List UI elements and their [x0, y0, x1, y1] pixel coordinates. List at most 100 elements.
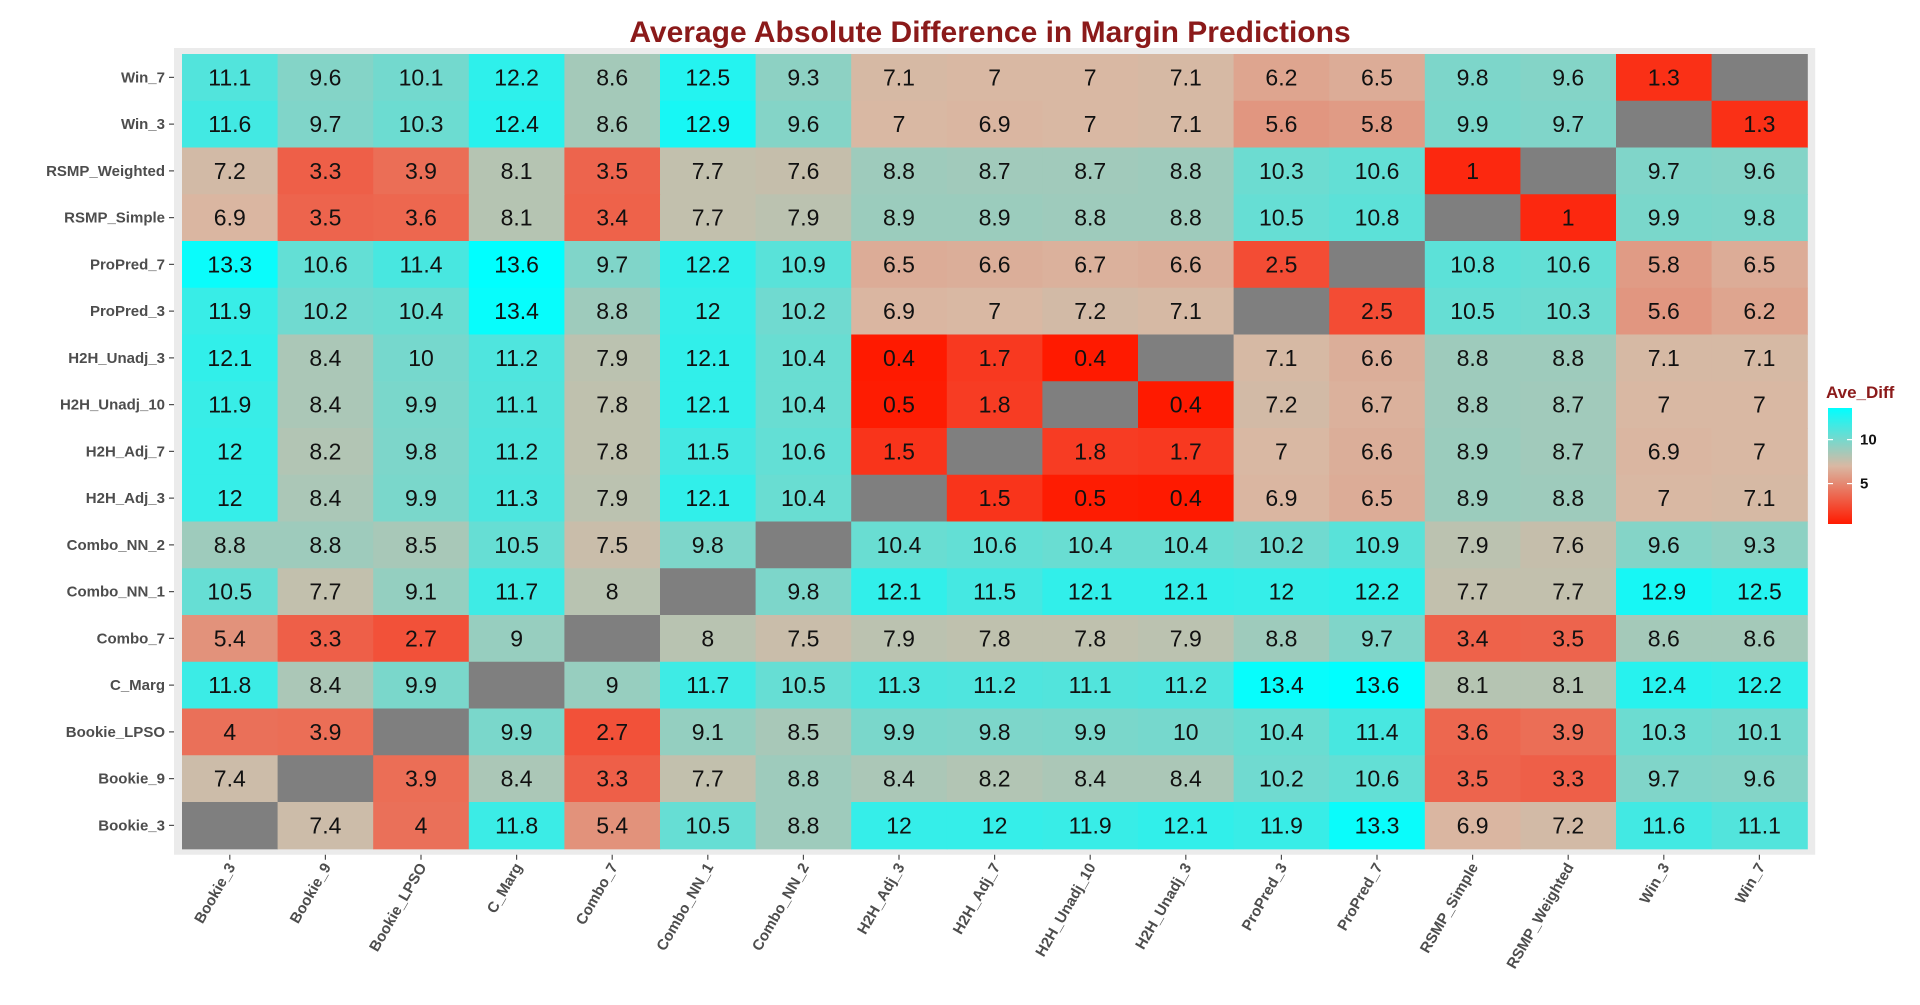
cell-label: 9.6: [1648, 532, 1680, 558]
heatmap-cell: [564, 568, 661, 616]
cell-label: 6.9: [1648, 438, 1680, 464]
cell-label: 3.3: [1552, 766, 1584, 792]
cell-label: 7.9: [787, 205, 819, 231]
heatmap-cell: [373, 287, 470, 336]
cell-label: 8: [606, 579, 619, 605]
heatmap-cell: [1329, 54, 1426, 102]
cell-label: 11.2: [973, 672, 1016, 698]
heatmap-cell: [1424, 474, 1521, 523]
cell-label: 10.8: [1355, 205, 1400, 231]
heatmap-cell: [1138, 755, 1235, 803]
x-tick-label: RSMP_Simple: [1417, 860, 1482, 956]
heatmap-cell: [1424, 287, 1521, 336]
cell-label: 0.5: [1074, 485, 1106, 511]
heatmap-cell: [660, 100, 757, 149]
heatmap-cell: [468, 521, 565, 569]
heatmap-cell: [182, 100, 279, 149]
heatmap-cell: [946, 568, 1043, 616]
cell-label: 8.6: [596, 64, 628, 90]
heatmap-cell: [1424, 54, 1521, 102]
cell-label: 12: [886, 812, 912, 838]
heatmap-cell: [1616, 428, 1713, 476]
x-tick-label: Combo_7: [573, 860, 622, 928]
heatmap-cell: [755, 708, 852, 756]
cell-label: 7: [893, 111, 906, 137]
heatmap-cell: [1042, 241, 1139, 289]
heatmap-cell: [468, 428, 565, 476]
heatmap-cell: [1616, 755, 1713, 803]
heatmap-cell: [277, 755, 374, 803]
heatmap-cell: [660, 334, 757, 382]
heatmap-cell: [660, 755, 757, 803]
heatmap-cell: [373, 428, 470, 476]
y-tick-label: H2H_Adj_3: [86, 490, 165, 507]
cell-label: 0.4: [1170, 485, 1202, 511]
cell-label: 6.5: [1361, 64, 1393, 90]
heatmap-cell: [277, 568, 374, 616]
cell-label: 10: [408, 345, 434, 371]
cell-label: 9.8: [405, 438, 437, 464]
cell-label: 7.9: [1170, 625, 1202, 651]
cell-label: 9.8: [1743, 205, 1775, 231]
cell-label: 8.6: [1648, 625, 1680, 651]
heatmap-cell: [182, 568, 279, 616]
cell-label: 9.6: [787, 111, 819, 137]
cell-label: 13.4: [1259, 672, 1304, 698]
cell-label: 0.5: [883, 392, 915, 418]
heatmap-cell: [660, 287, 757, 336]
cell-label: 6.9: [1457, 812, 1489, 838]
heatmap-cell: [564, 521, 661, 569]
cell-label: 7.8: [979, 625, 1011, 651]
heatmap-cell: [182, 708, 279, 756]
cell-label: 6.5: [883, 251, 915, 277]
cell-label: 8.8: [1074, 205, 1106, 231]
heatmap-cell: [851, 708, 948, 756]
heatmap-cell: [1520, 381, 1617, 429]
cell-label: 10.6: [303, 251, 348, 277]
heatmap-cell: [1520, 100, 1617, 149]
cell-label: 9.8: [979, 719, 1011, 745]
cell-label: 10.1: [1737, 719, 1782, 745]
heatmap-cell: [1711, 755, 1808, 803]
legend-title: Ave_Diff: [1826, 383, 1895, 402]
cell-label: 12: [695, 298, 721, 324]
cell-label: 9: [606, 672, 619, 698]
heatmap-cell: [1138, 521, 1235, 569]
heatmap-cell: [564, 381, 661, 429]
heatmap-cell: [373, 381, 470, 429]
x-tick-label: H2H_Unadj_3: [1132, 860, 1195, 952]
y-tick-label: RSMP_Weighted: [46, 163, 165, 180]
heatmap-cell: [660, 474, 757, 523]
cell-label: 8.1: [501, 158, 533, 184]
cell-label: 7.7: [692, 205, 724, 231]
x-tick-label: C_Marg: [484, 860, 526, 916]
cell-label: 8.8: [1457, 345, 1489, 371]
cell-label: 12: [1269, 579, 1295, 605]
cell-label: 7.1: [1743, 485, 1775, 511]
heatmap-cell: [564, 802, 661, 850]
heatmap-cell: [851, 381, 948, 429]
cell-label: 8.4: [309, 392, 341, 418]
cell-label: 11.4: [1355, 719, 1398, 745]
heatmap-cell: [277, 287, 374, 336]
heatmap-cell: [1138, 568, 1235, 616]
cell-label: 7: [1084, 64, 1097, 90]
cell-label: 8.8: [1170, 158, 1202, 184]
heatmap-cell: [1042, 615, 1139, 663]
cell-label: 8.9: [979, 205, 1011, 231]
heatmap-cell: [182, 661, 279, 710]
heatmap-cell: [277, 802, 374, 850]
cell-label: 7.9: [596, 485, 628, 511]
cell-label: 6.7: [1361, 392, 1393, 418]
heatmap-cell: [1711, 100, 1808, 149]
heatmap-cell: [1616, 147, 1713, 195]
heatmap-cell: [277, 708, 374, 756]
cell-label: 9.1: [692, 719, 724, 745]
cell-label: 8.4: [1170, 766, 1202, 792]
cell-label: 7: [1657, 392, 1670, 418]
heatmap-cell: [1138, 661, 1235, 710]
heatmap-cell: [1520, 287, 1617, 336]
cell-label: 3.9: [405, 158, 437, 184]
heatmap-cell: [946, 54, 1043, 102]
heatmap-cell: [755, 661, 852, 710]
